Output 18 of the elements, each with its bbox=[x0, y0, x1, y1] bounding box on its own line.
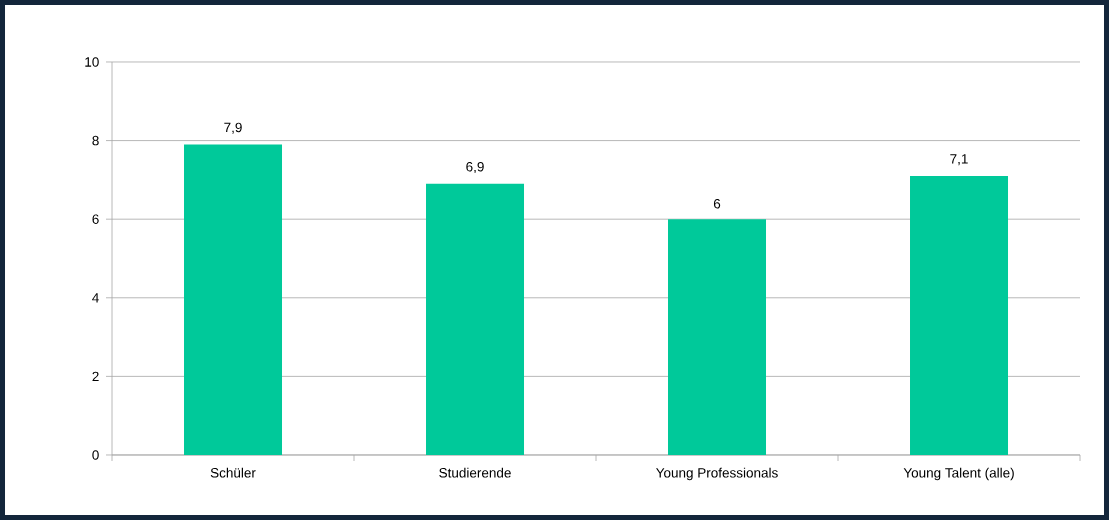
y-tick-label: 8 bbox=[92, 135, 99, 146]
bar bbox=[426, 183, 525, 455]
data-label: 6,9 bbox=[466, 161, 484, 174]
x-tick-label: Young Professionals bbox=[656, 467, 778, 481]
x-tick-label: Young Talent (alle) bbox=[903, 467, 1014, 481]
y-tick-label: 0 bbox=[92, 450, 99, 460]
data-label: 7,9 bbox=[224, 122, 242, 134]
y-tick-label: 10 bbox=[85, 57, 99, 67]
x-tick-label: Schüler bbox=[210, 467, 256, 478]
y-tick-label: 6 bbox=[92, 214, 99, 224]
bar bbox=[668, 219, 767, 455]
bar bbox=[184, 144, 283, 455]
data-label: 6 bbox=[713, 198, 721, 209]
y-tick-label: 2 bbox=[92, 371, 99, 382]
data-label: 7,1 bbox=[950, 154, 968, 166]
bar bbox=[910, 175, 1009, 455]
y-tick-label: 4 bbox=[92, 293, 99, 303]
x-tick-label: Studierende bbox=[439, 467, 511, 478]
